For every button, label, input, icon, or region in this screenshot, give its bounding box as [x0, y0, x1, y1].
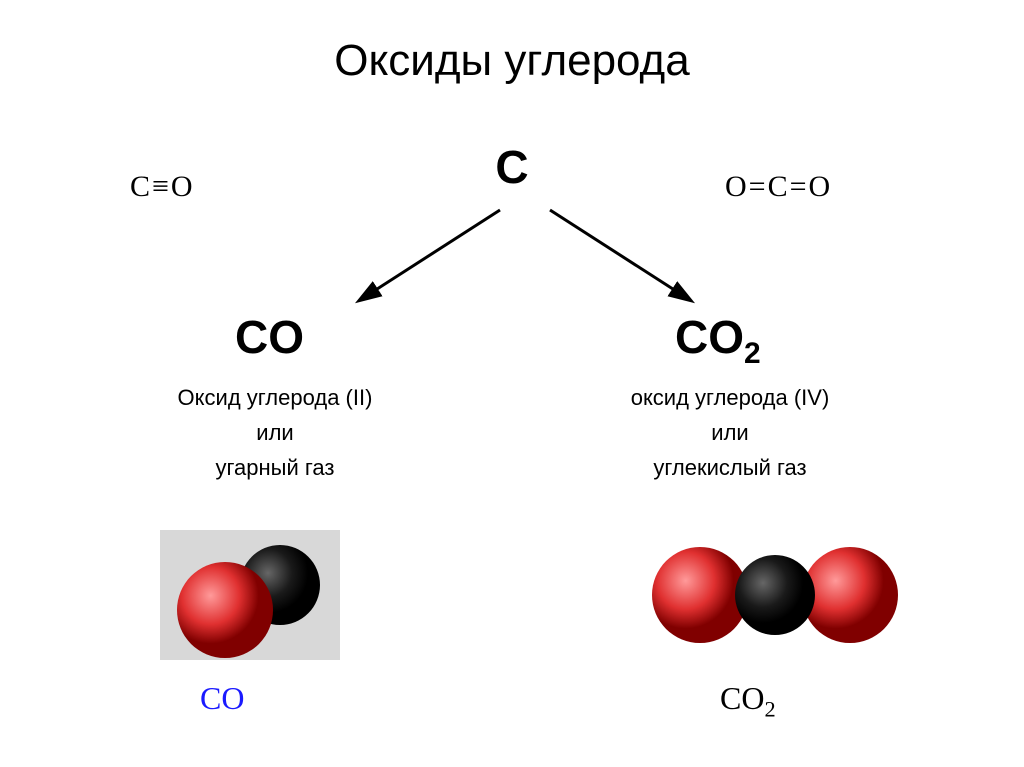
formula-co: CO	[235, 310, 304, 364]
page-title: Оксиды углерода	[334, 36, 689, 86]
formula-co2: CO2	[675, 310, 761, 371]
desc-co-line3: угарный газ	[100, 450, 450, 485]
desc-co2-line2: или	[550, 415, 910, 450]
desc-co-line2: или	[100, 415, 450, 450]
arrow-right	[550, 210, 690, 300]
desc-co2-line1: оксид углерода (IV)	[550, 380, 910, 415]
atom-carbon-center	[735, 555, 815, 635]
description-co: Оксид углерода (II) или угарный газ	[100, 380, 450, 486]
model-label-co2-main: CO	[720, 680, 764, 716]
formula-co2-sub: 2	[744, 337, 761, 370]
formula-co-text: CO	[235, 311, 304, 363]
model-label-co2-sub: 2	[764, 696, 775, 721]
atom-oxygen-2	[802, 547, 898, 643]
model-label-co: CO	[200, 680, 244, 717]
atom-oxygen	[177, 562, 273, 658]
structural-formula-co2: O=C=O	[725, 170, 832, 204]
structural-formula-co: C≡O	[130, 170, 195, 204]
root-element-symbol: C	[495, 140, 528, 194]
model-co2	[645, 530, 905, 665]
model-label-co2: CO2	[720, 680, 776, 722]
model-co	[160, 530, 340, 665]
desc-co2-line3: углекислый газ	[550, 450, 910, 485]
arrow-left	[360, 210, 500, 300]
atom-oxygen-1	[652, 547, 748, 643]
desc-co-line1: Оксид углерода (II)	[100, 380, 450, 415]
description-co2: оксид углерода (IV) или углекислый газ	[550, 380, 910, 486]
formula-co2-main: CO	[675, 311, 744, 363]
branch-arrows	[300, 200, 750, 320]
